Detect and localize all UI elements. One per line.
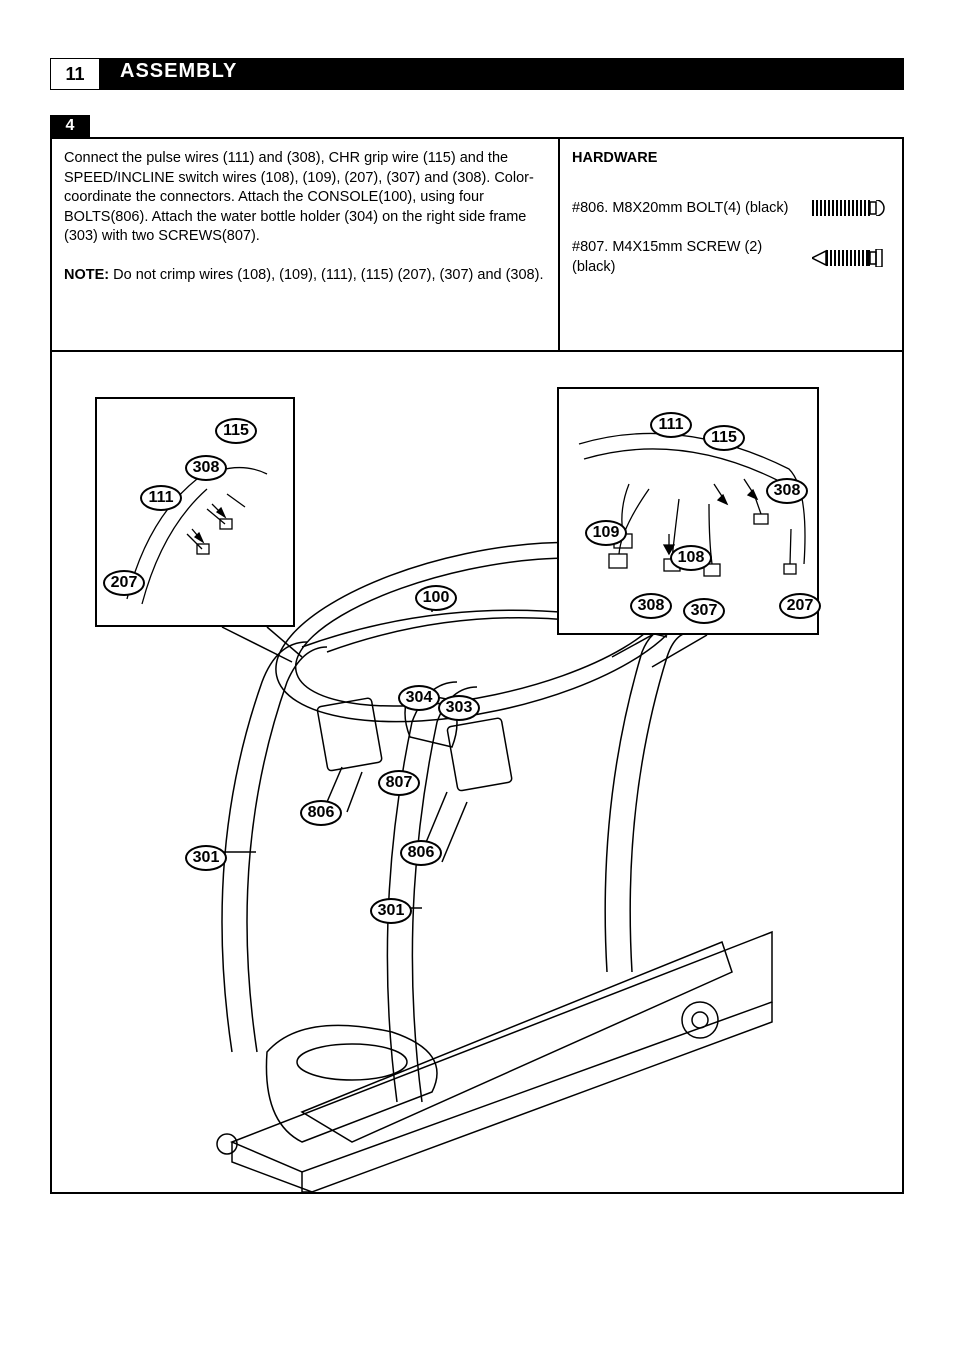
part-callout: 108 — [670, 545, 712, 571]
hardware-label: #806. M8X20mm BOLT(4) (black) — [572, 199, 802, 219]
page-number-box: 11 — [50, 58, 100, 90]
instructions-body: Connect the pulse wires (111) and (308),… — [64, 150, 543, 283]
part-callout: 115 — [215, 418, 257, 444]
header-title: ASSEMBLY — [120, 60, 237, 83]
part-callout: 301 — [370, 898, 412, 924]
bolt-icon — [812, 200, 890, 216]
part-callout: 308 — [185, 455, 227, 481]
page-number: 11 — [65, 64, 84, 85]
part-callout: 111 — [650, 412, 692, 438]
part-callout: 115 — [703, 425, 745, 451]
instructions-text: Connect the pulse wires (111) and (308),… — [50, 137, 560, 352]
hardware-list: HARDWARE #806. M8X20mm BOLT(4) (black) #… — [560, 137, 904, 352]
part-callout: 109 — [585, 520, 627, 546]
hardware-item: #806. M8X20mm BOLT(4) (black) — [572, 199, 890, 219]
part-callout: 207 — [779, 593, 821, 619]
page: 11 ASSEMBLY 4 Connect the pulse wires (1… — [0, 0, 954, 1350]
part-callout: 111 — [140, 485, 182, 511]
part-callout: 100 — [415, 585, 457, 611]
hardware-item: #807. M4X15mm SCREW (2) (black) — [572, 238, 890, 277]
part-callout: 303 — [438, 695, 480, 721]
part-callout: 307 — [683, 598, 725, 624]
hardware-label: #807. M4X15mm SCREW (2) (black) — [572, 238, 802, 277]
part-callout: 207 — [103, 570, 145, 596]
part-callout: 308 — [766, 478, 808, 504]
part-callout: 304 — [398, 685, 440, 711]
part-callout: 807 — [378, 770, 420, 796]
screw-icon — [812, 249, 890, 267]
assembly-diagram — [50, 352, 904, 1194]
part-callout: 806 — [300, 800, 342, 826]
step-number: 4 — [50, 115, 90, 137]
part-callout: 806 — [400, 840, 442, 866]
hardware-title: HARDWARE — [572, 149, 890, 169]
part-callout: 308 — [630, 593, 672, 619]
part-callout: 301 — [185, 845, 227, 871]
